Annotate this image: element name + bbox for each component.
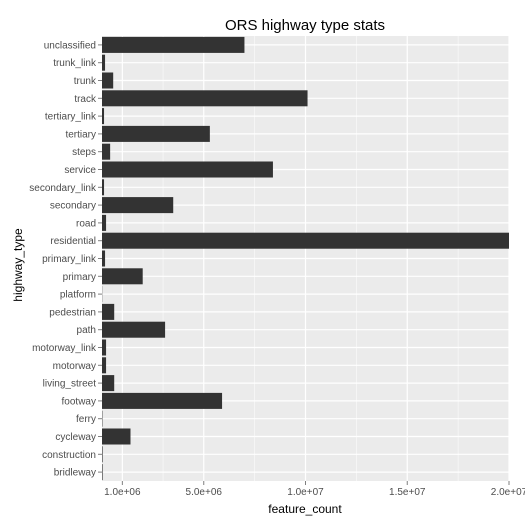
bar-secondary_link [102,179,105,196]
y-axis-title: highway_type [11,228,25,302]
x-tick-label: 1.5e+07 [389,487,426,498]
bar-primary [102,268,143,285]
y-tick-label: secondary_link [29,183,97,194]
bar-construction [102,446,103,463]
bar-secondary [102,197,174,214]
y-tick-label: living_street [43,379,97,390]
y-tick-label: construction [42,450,96,461]
x-axis-ticks: 1.0e+06 5.0e+06 1.0e+07 1.5e+07 2.0e+07 [104,481,525,498]
y-tick-label: track [74,94,97,105]
y-tick-label: ferry [76,414,96,425]
bar-motorway_link [102,339,107,356]
y-tick-label: road [76,218,96,229]
bar-trunk [102,72,114,89]
y-tick-label: unclassified [44,40,96,51]
y-tick-label: motorway_link [32,343,97,354]
bar-track [102,90,308,107]
bar-tertiary_link [102,108,105,125]
bar-pedestrian [102,303,115,320]
y-tick-label: bridleway [54,468,96,479]
y-tick-label: residential [50,236,96,247]
bar-bridleway [102,464,103,481]
bars [102,36,509,481]
y-tick-label: path [77,325,96,336]
x-tick-label: 2.0e+07 [491,487,525,498]
y-tick-label: tertiary_link [45,112,97,123]
bar-primary_link [102,250,106,267]
y-tick-label: primary [63,272,96,283]
bar-trunk_link [102,54,106,71]
bar-residential [102,232,509,249]
y-tick-label: footway [62,396,96,407]
x-tick-label: 5.0e+06 [186,487,223,498]
y-tick-label: primary_link [42,254,97,265]
y-tick-label: cycleway [55,432,96,443]
x-tick-label: 1.0e+07 [287,487,324,498]
y-tick-label: secondary [50,201,96,212]
bar-path [102,321,166,338]
bar-tertiary [102,125,210,142]
bar-cycleway [102,428,131,445]
bar-steps [102,143,111,160]
y-tick-label: motorway [53,361,96,372]
y-tick-label: pedestrian [49,307,96,318]
y-tick-label: trunk_link [53,58,97,69]
y-tick-label: platform [60,290,96,301]
bar-footway [102,392,223,409]
bar-living_street [102,375,115,392]
bar-road [102,214,107,231]
y-tick-label: steps [72,147,96,158]
gridlines [102,36,510,481]
x-axis-title: feature_count [268,502,342,516]
bar-unclassified [102,36,245,53]
y-tick-label: tertiary [65,129,96,140]
chart-title: ORS highway type stats [225,17,385,34]
y-tick-label: service [64,165,96,176]
y-tick-label: trunk [74,76,97,87]
x-tick-label: 1.0e+06 [104,487,141,498]
bar-service [102,161,273,178]
bar-motorway [102,357,107,374]
